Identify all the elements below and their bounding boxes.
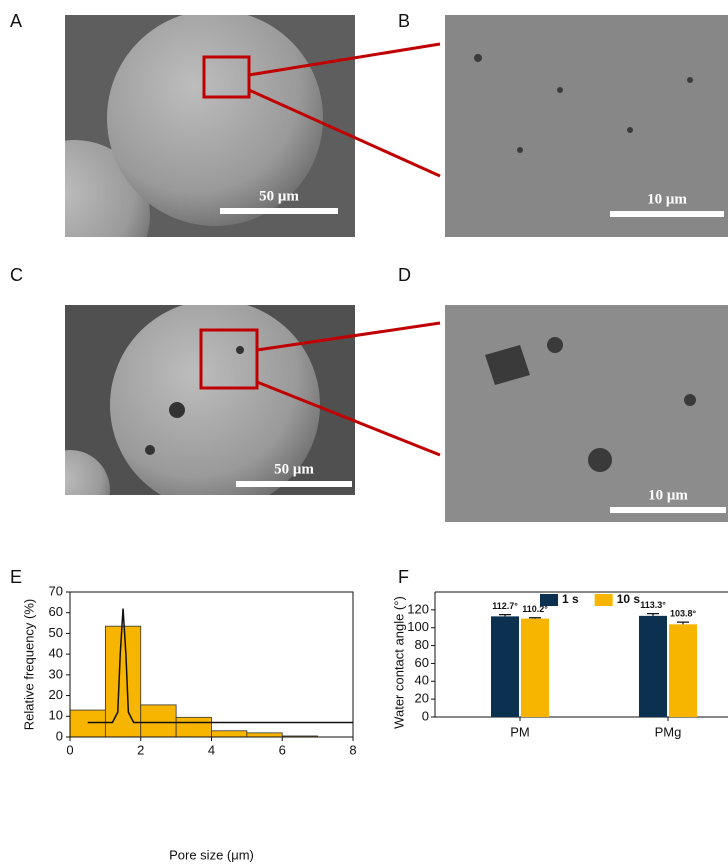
value-label: 113.3° <box>640 600 666 610</box>
histogram-bar <box>247 733 282 737</box>
x-tick-label: PM <box>510 724 530 739</box>
panel-label: C <box>10 265 23 285</box>
y-tick-label: 20 <box>415 691 429 706</box>
y-tick-label: 0 <box>56 728 63 743</box>
y-tick-label: 70 <box>49 583 63 598</box>
histogram-bar <box>176 717 211 737</box>
bar <box>491 616 519 717</box>
y-axis-label: Water contact angle (°) <box>391 596 406 729</box>
panel-label: B <box>398 11 410 31</box>
scale-bar-label: 10 μm <box>647 191 687 207</box>
y-axis-label: Relative frequency (%) <box>21 599 36 731</box>
bar <box>521 619 549 717</box>
scale-bar-label: 50 μm <box>274 461 314 477</box>
legend-label: 1 s <box>562 592 579 606</box>
error-bar <box>647 614 659 616</box>
y-tick-label: 40 <box>49 646 63 661</box>
sem-image-c <box>30 300 355 530</box>
y-tick-label: 120 <box>407 601 429 616</box>
y-tick-label: 50 <box>49 625 63 640</box>
bar <box>639 616 667 717</box>
x-tick-label: PMg <box>655 724 682 739</box>
y-tick-label: 80 <box>415 637 429 652</box>
y-tick-label: 40 <box>415 673 429 688</box>
bar <box>669 624 697 717</box>
value-label: 103.8° <box>670 608 697 618</box>
x-axis-label: Pore size (μm) <box>169 847 254 862</box>
x-tick-label: 4 <box>208 742 215 757</box>
panel-label: A <box>10 11 22 31</box>
y-tick-label: 10 <box>49 708 63 723</box>
value-label: 112.7° <box>492 601 518 611</box>
x-tick-label: 6 <box>279 742 286 757</box>
bar-chart: 020406080100120PM112.7°110.2°PMg113.3°10… <box>391 592 728 739</box>
figure: 50 μm 10 μm 50 μm 10 μm A B C D E F 0204… <box>0 0 728 864</box>
histogram-bar <box>212 731 247 737</box>
scale-bar-label: 50 μm <box>259 188 299 204</box>
panel-label: F <box>398 567 409 587</box>
legend-label: 10 s <box>617 592 641 606</box>
y-tick-label: 60 <box>415 655 429 670</box>
scale-bar-label: 10 μm <box>648 487 688 503</box>
histogram-bar <box>141 705 176 737</box>
error-bar <box>499 615 511 617</box>
x-tick-label: 8 <box>349 742 356 757</box>
panel-label: D <box>398 265 411 285</box>
y-tick-label: 0 <box>422 708 429 723</box>
legend-swatch <box>540 594 558 606</box>
histogram-bar <box>70 710 105 737</box>
error-bar <box>529 618 541 619</box>
sem-image-a <box>0 10 355 290</box>
legend-swatch <box>595 594 613 606</box>
y-tick-label: 20 <box>49 687 63 702</box>
y-tick-label: 60 <box>49 604 63 619</box>
x-tick-label: 0 <box>66 742 73 757</box>
y-tick-label: 100 <box>407 619 429 634</box>
x-tick-label: 2 <box>137 742 144 757</box>
error-bar <box>677 622 689 624</box>
histogram-bar <box>105 626 140 737</box>
panel-label: E <box>10 567 22 587</box>
y-tick-label: 30 <box>49 666 63 681</box>
